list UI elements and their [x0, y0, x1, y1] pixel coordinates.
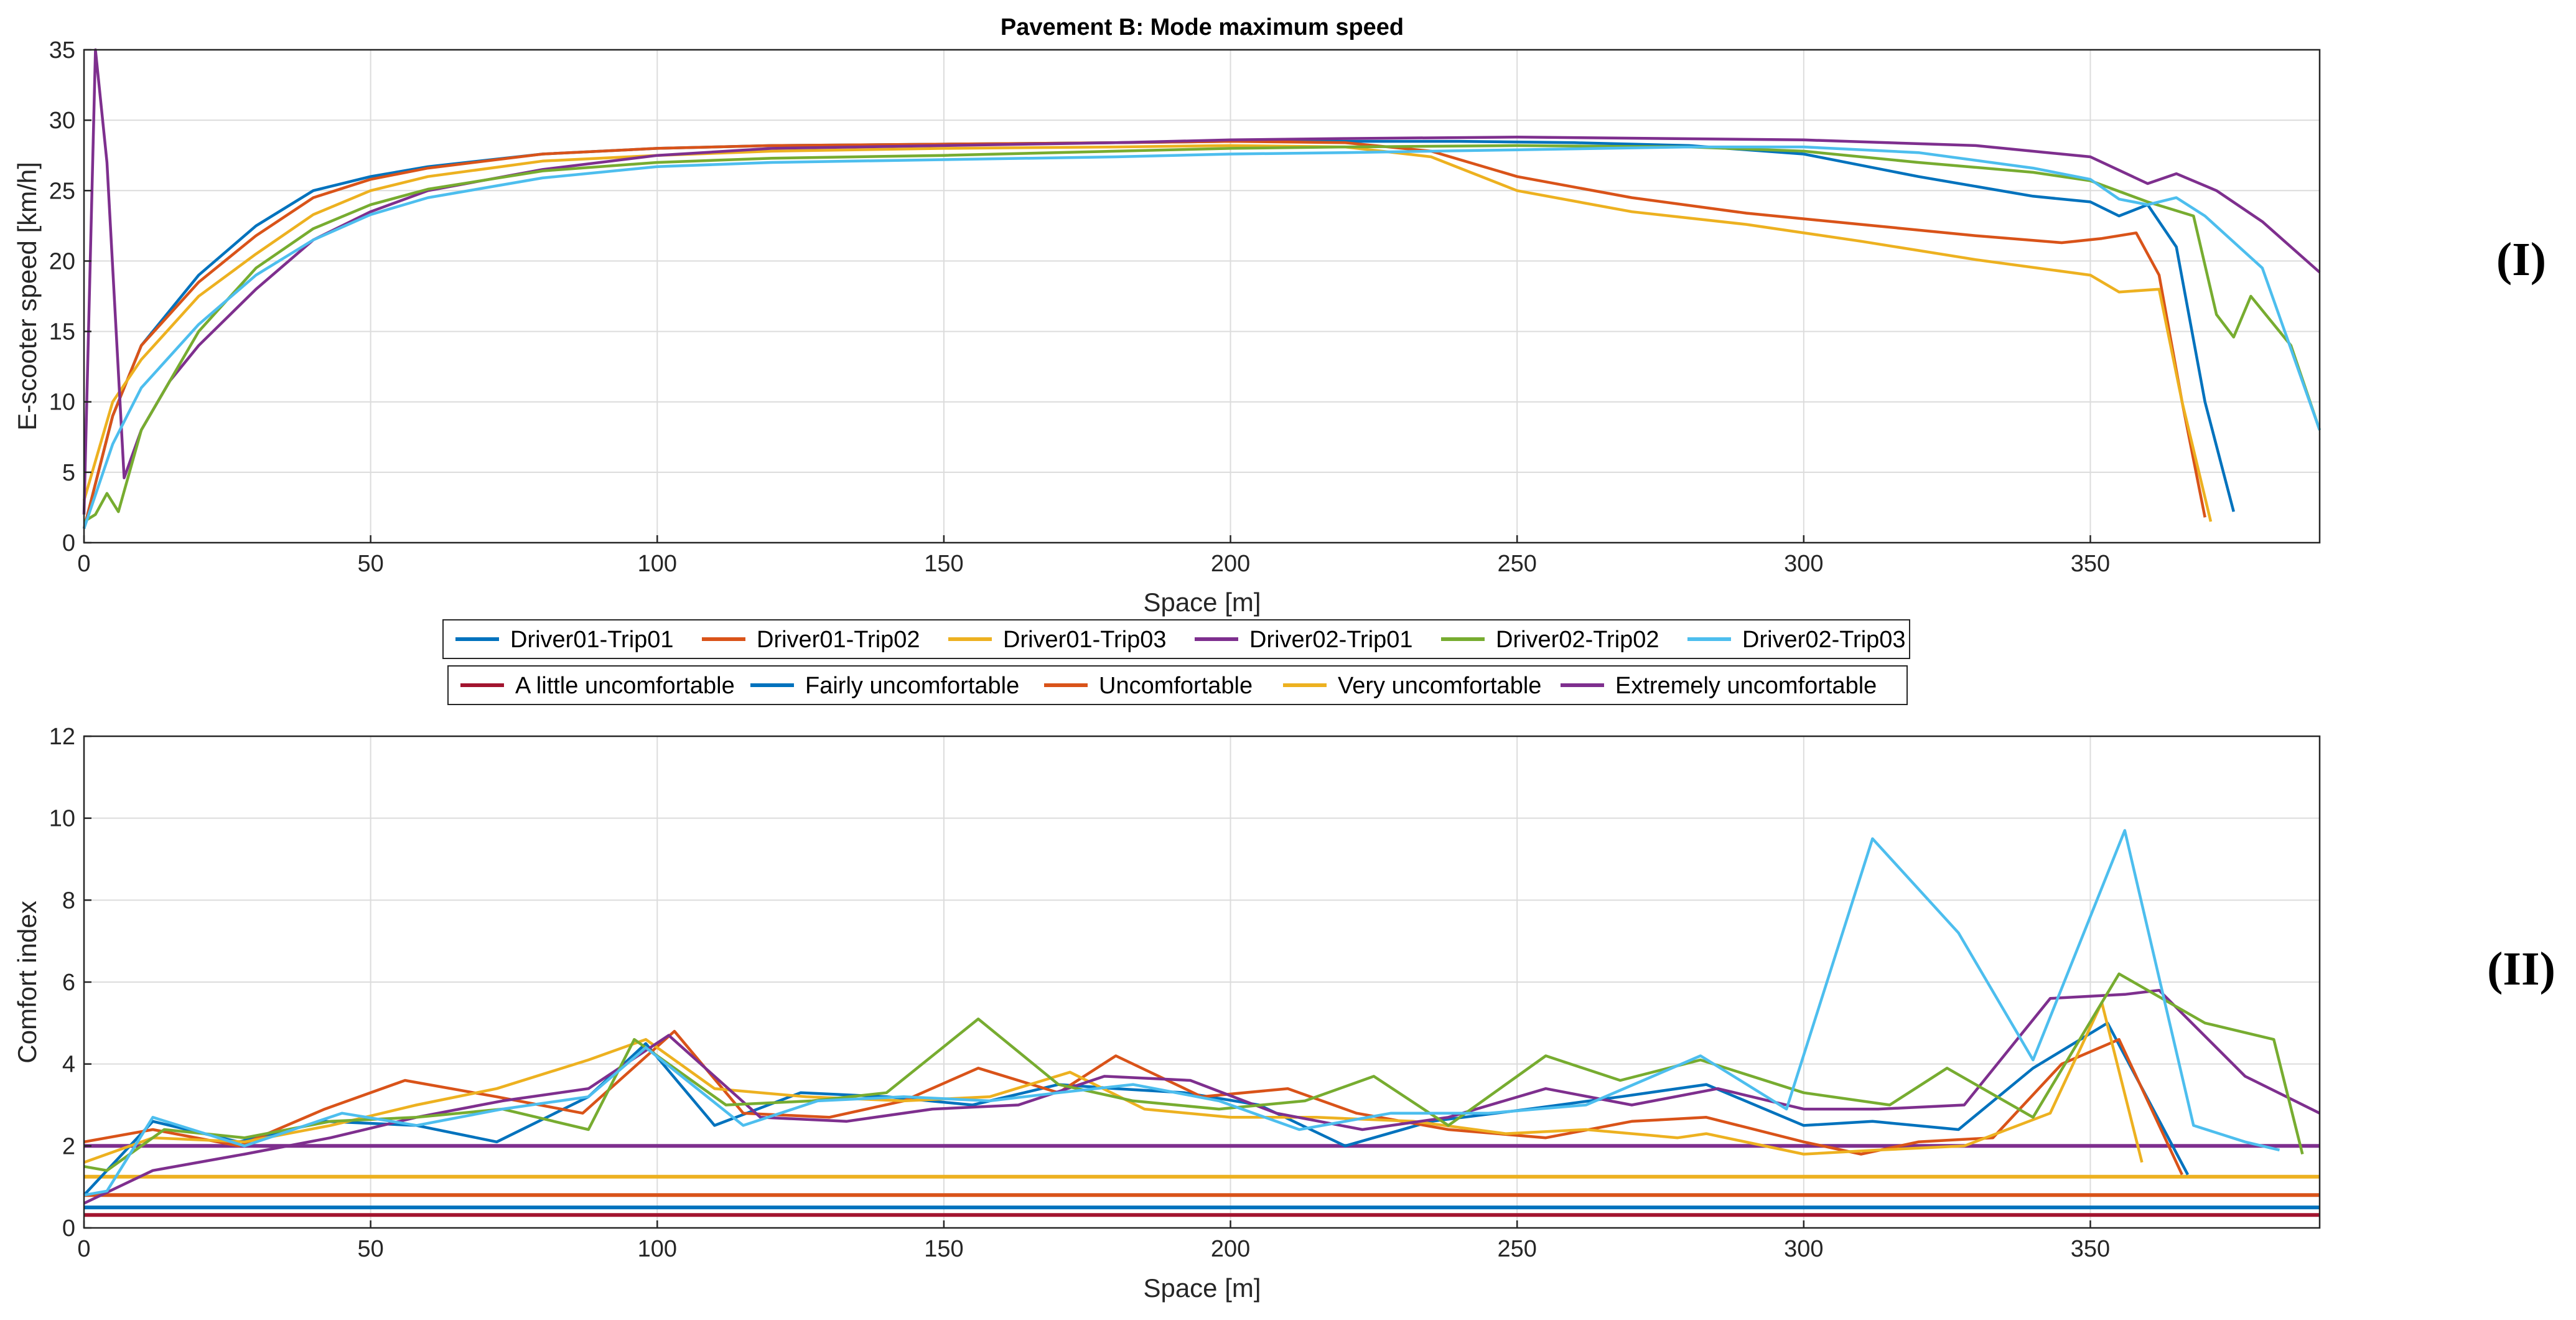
- y-tick-label: 2: [62, 1133, 75, 1159]
- y-tick-label: 30: [49, 108, 75, 134]
- series-line-driver02-trip01: [83, 988, 2320, 1205]
- speed-chart-xlabel: Space [m]: [1143, 587, 1261, 617]
- x-tick-label: 200: [1211, 1236, 1250, 1262]
- legend-label-a-little-uncomfortable: A little uncomfortable: [515, 673, 735, 699]
- series-line-driver01-trip03: [82, 144, 2213, 522]
- legend-label-extremely-uncomfortable: Extremely uncomfortable: [1615, 673, 1877, 699]
- legend-label-fairly-uncomfortable: Fairly uncomfortable: [805, 673, 1019, 699]
- x-tick-label: 50: [358, 1236, 384, 1262]
- x-tick-label: 0: [77, 551, 90, 577]
- comfort-chart-ylabel: Comfort index: [12, 901, 42, 1063]
- speed-chart-ticks: 0 50 100 150 200 250 300 350 0 5 10 15 20 25 30 35: [49, 37, 2110, 577]
- y-tick-label: 20: [49, 248, 75, 274]
- y-tick-label: 6: [62, 970, 75, 996]
- series-line-driver02-trip02: [83, 144, 2322, 523]
- y-tick-label: 15: [49, 319, 75, 345]
- comfort-chart-lines: [83, 829, 2320, 1217]
- y-tick-label: 10: [49, 390, 75, 416]
- threshold-legend: A little uncomfortable Fairly uncomfortab…: [447, 665, 1908, 705]
- speed-chart-axes-box: [83, 49, 2321, 544]
- series-line-driver01-trip03: [83, 1001, 2144, 1164]
- speed-chart: Pavement B: Mode maximum speed 0 50 100 150…: [12, 14, 2322, 617]
- x-tick-label: 100: [638, 551, 677, 577]
- comfort-chart-xlabel: Space [m]: [1143, 1273, 1261, 1303]
- comfort-chart-grid: [83, 736, 2320, 1229]
- series-line-driver02-trip02: [83, 972, 2304, 1173]
- y-tick-label: 0: [62, 1215, 75, 1242]
- x-tick-label: 150: [924, 551, 963, 577]
- speed-chart-ylabel: E-scooter speed [km/h]: [12, 162, 42, 431]
- legend-label-driver02-trip03: Driver02-Trip03: [1742, 627, 1906, 653]
- y-tick-label: 12: [49, 724, 75, 750]
- comfort-chart-ticks: 0 50 100 150 200 250 300 350 0 2 4 6 8 10 12: [49, 724, 2110, 1262]
- x-tick-label: 150: [924, 1236, 963, 1262]
- x-tick-label: 250: [1498, 1236, 1537, 1262]
- y-tick-label: 10: [49, 806, 75, 832]
- legend-label-uncomfortable: Uncomfortable: [1099, 673, 1253, 699]
- x-tick-label: 100: [638, 1236, 677, 1262]
- legend-label-driver02-trip02: Driver02-Trip02: [1496, 627, 1659, 653]
- trip-legend-box: [442, 619, 1910, 659]
- x-tick-label: 200: [1211, 551, 1250, 577]
- x-tick-label: 50: [358, 551, 384, 577]
- threshold-legend-box: [447, 665, 1908, 705]
- panel-label-top: (I): [2496, 233, 2546, 286]
- series-line-driver02-trip01: [82, 48, 2321, 515]
- y-tick-label: 4: [62, 1052, 75, 1078]
- speed-chart-grid: [83, 49, 2320, 543]
- legend-label-very-uncomfortable: Very uncomfortable: [1338, 673, 1541, 699]
- panel-label-bottom: (II): [2487, 943, 2555, 995]
- speed-chart-title: Pavement B: Mode maximum speed: [1001, 14, 1404, 40]
- y-tick-label: 5: [62, 460, 75, 486]
- legend-label-driver01-trip01: Driver01-Trip01: [510, 627, 674, 653]
- series-line-driver02-trip03: [83, 829, 2280, 1197]
- series-line-driver01-trip02: [82, 139, 2206, 529]
- legend-label-driver01-trip03: Driver01-Trip03: [1003, 627, 1167, 653]
- trip-legend: Driver01-Trip01 Driver01-Trip02 Driver01-T…: [442, 619, 1910, 659]
- y-tick-label: 25: [49, 178, 75, 204]
- x-tick-label: 350: [2071, 1236, 2110, 1262]
- y-tick-label: 35: [49, 37, 75, 63]
- x-tick-label: 350: [2071, 551, 2110, 577]
- series-line-driver01-trip01: [83, 1021, 2190, 1196]
- y-tick-label: 8: [62, 887, 75, 914]
- x-tick-label: 300: [1784, 551, 1823, 577]
- legend-label-driver01-trip02: Driver01-Trip02: [757, 627, 920, 653]
- x-tick-label: 250: [1498, 551, 1537, 577]
- legend-label-driver02-trip01: Driver02-Trip01: [1249, 627, 1413, 653]
- x-tick-label: 300: [1784, 1236, 1823, 1262]
- series-line-driver02-trip03: [82, 145, 2322, 530]
- speed-chart-lines: [82, 48, 2322, 530]
- series-line-driver01-trip02: [83, 1029, 2183, 1176]
- comfort-chart: 0 50 100 150 200 250 300 350 0 2 4 6 8 10 12 Space [m]…: [12, 724, 2321, 1303]
- y-tick-label: 0: [62, 530, 75, 556]
- x-tick-label: 0: [77, 1236, 90, 1262]
